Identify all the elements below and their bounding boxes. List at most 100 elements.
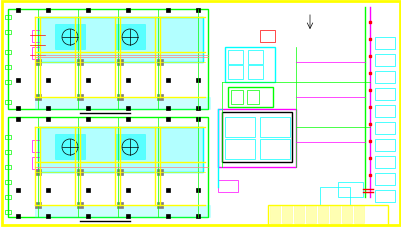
Bar [196, 118, 200, 121]
Bar [35, 95, 41, 101]
Bar [46, 9, 50, 13]
Bar [46, 106, 50, 111]
Bar [196, 188, 200, 192]
Bar [221, 113, 291, 162]
Bar [77, 169, 83, 175]
Bar [55, 134, 85, 159]
Bar [16, 9, 20, 13]
Bar [374, 55, 394, 67]
Bar [225, 48, 274, 83]
Bar [247, 66, 262, 80]
Bar [374, 190, 394, 202]
Bar [374, 156, 394, 168]
Bar [259, 118, 289, 137]
Bar [374, 173, 394, 185]
Bar [86, 118, 90, 121]
Bar [259, 139, 289, 159]
Bar [8, 10, 207, 109]
Bar [38, 127, 203, 172]
Bar [46, 188, 50, 192]
Bar [77, 95, 83, 101]
Bar [374, 72, 394, 84]
Bar [35, 205, 209, 217]
Bar [5, 16, 11, 20]
Bar [225, 139, 254, 159]
Bar [86, 79, 90, 83]
Bar [225, 118, 254, 137]
Bar [166, 214, 170, 218]
Bar [166, 118, 170, 121]
Bar [117, 169, 123, 175]
Bar [5, 210, 11, 214]
Bar [32, 157, 40, 169]
Bar [126, 106, 130, 111]
Bar [32, 140, 40, 152]
Bar [5, 66, 11, 70]
Bar [35, 60, 41, 66]
Bar [126, 79, 130, 83]
Bar [374, 122, 394, 134]
Bar [374, 89, 394, 101]
Bar [196, 9, 200, 13]
Bar [5, 135, 11, 139]
Bar [86, 214, 90, 218]
Bar [46, 214, 50, 218]
Bar [269, 205, 279, 223]
Bar [86, 9, 90, 13]
Bar [227, 51, 242, 65]
Bar [196, 214, 200, 218]
Bar [16, 106, 20, 111]
Bar [374, 38, 394, 50]
Bar [196, 79, 200, 83]
Bar [305, 205, 315, 223]
Bar [38, 18, 203, 63]
Bar [86, 106, 90, 111]
Bar [117, 95, 123, 101]
Bar [32, 31, 40, 43]
Bar [5, 165, 11, 169]
Bar [5, 101, 11, 105]
Bar [5, 195, 11, 199]
Bar [46, 118, 50, 121]
Bar [77, 60, 83, 66]
Bar [157, 95, 162, 101]
Bar [16, 79, 20, 83]
Bar [353, 205, 363, 223]
Bar [157, 202, 162, 208]
Bar [5, 150, 11, 154]
Bar [117, 60, 123, 66]
Bar [259, 31, 274, 43]
Bar [329, 205, 339, 223]
Bar [166, 79, 170, 83]
Bar [126, 188, 130, 192]
Bar [166, 9, 170, 13]
Bar [32, 48, 40, 60]
Bar [247, 51, 262, 65]
Bar [267, 205, 387, 225]
Bar [115, 25, 145, 50]
Bar [246, 91, 258, 105]
Bar [35, 169, 41, 175]
Bar [5, 180, 11, 184]
Bar [217, 180, 237, 192]
Bar [126, 214, 130, 218]
Bar [115, 134, 145, 159]
Bar [157, 169, 162, 175]
Bar [117, 202, 123, 208]
Bar [374, 106, 394, 118]
Bar [293, 205, 303, 223]
Bar [227, 66, 242, 80]
Bar [126, 118, 130, 121]
Bar [217, 109, 295, 167]
Bar [55, 25, 85, 50]
Bar [227, 88, 272, 108]
Bar [196, 106, 200, 111]
Bar [16, 118, 20, 121]
Bar [5, 81, 11, 85]
Bar [8, 118, 207, 217]
Bar [341, 205, 351, 223]
Bar [16, 188, 20, 192]
Bar [281, 205, 291, 223]
Bar [35, 98, 209, 109]
Bar [319, 187, 349, 205]
